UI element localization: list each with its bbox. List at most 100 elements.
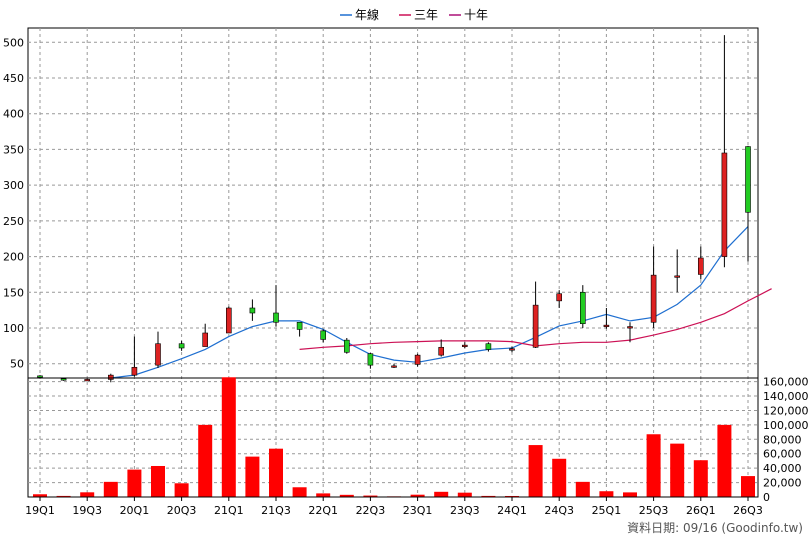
price-tick-label: 350 — [3, 143, 24, 156]
candle-body — [37, 375, 43, 378]
candle-21Q3 — [273, 285, 279, 327]
volume-bar-19Q1 — [33, 494, 47, 497]
volume-bar-24Q3 — [552, 458, 567, 497]
candle-22Q1 — [320, 329, 327, 343]
candle-body — [108, 374, 114, 380]
x-tick-label: 19Q1 — [25, 504, 55, 517]
volume-bar-26Q3 — [741, 476, 755, 497]
candle-body — [461, 344, 468, 347]
volume-bar-21Q2 — [245, 456, 260, 497]
price-plot-area — [27, 27, 759, 379]
legend-label-2: 三年 — [414, 8, 438, 22]
candle-body — [320, 330, 327, 340]
volume-tick-label: 20,000 — [763, 477, 802, 490]
candle-body — [721, 152, 728, 257]
candle-20Q4 — [202, 323, 208, 347]
price-tick-label: 400 — [3, 108, 24, 121]
volume-bar-20Q3 — [174, 483, 189, 497]
legend-label-3: 十年 — [464, 8, 488, 22]
volume-bar-19Q4 — [103, 481, 118, 497]
price-tick-label: 200 — [3, 251, 24, 264]
x-tick-label: 23Q1 — [403, 504, 433, 517]
volume-bar-23Q4 — [481, 495, 496, 497]
price-tick-label: 100 — [3, 322, 24, 335]
volume-bar-20Q4 — [198, 424, 213, 497]
candle-body — [532, 304, 539, 348]
candle-22Q3 — [367, 353, 374, 369]
data-date-footer: 資料日期: 09/16 (Goodinfo.tw) — [627, 521, 803, 535]
candle-23Q3 — [461, 342, 468, 348]
candle-body — [650, 274, 657, 323]
candle-25Q4 — [674, 249, 681, 293]
candle-23Q2 — [438, 339, 445, 357]
volume-bar-24Q2 — [528, 445, 543, 497]
candle-26Q1 — [697, 246, 704, 280]
candle-19Q1 — [37, 375, 43, 378]
volume-bar-19Q2 — [56, 495, 71, 497]
volume-bar-25Q3 — [646, 434, 661, 497]
volume-bar-21Q4 — [292, 487, 307, 497]
volume-tick-label: 140,000 — [763, 390, 808, 403]
volume-bar-22Q1 — [316, 493, 331, 497]
price-tick-label: 150 — [3, 286, 24, 299]
volume-bar-23Q1 — [410, 494, 425, 497]
price-tick-label: 450 — [3, 72, 24, 85]
candle-body — [674, 275, 681, 278]
candle-21Q2 — [249, 299, 256, 321]
candle-body — [226, 307, 232, 334]
volume-tick-label: 160,000 — [763, 376, 808, 389]
x-tick-label: 22Q3 — [356, 504, 386, 517]
volume-bar-22Q3 — [363, 495, 378, 497]
ma-line-1 — [110, 226, 749, 379]
x-tick-label: 21Q3 — [261, 504, 291, 517]
x-tick-label: 22Q1 — [308, 504, 338, 517]
candle-body — [414, 354, 421, 365]
candle-body — [556, 293, 563, 302]
candle-body — [249, 307, 256, 314]
volume-bar-24Q4 — [575, 481, 590, 497]
volume-bar-19Q3 — [80, 492, 95, 497]
volume-bar-21Q3 — [269, 448, 283, 497]
candle-body — [131, 366, 138, 376]
x-tick-label: 20Q3 — [167, 504, 197, 517]
candle-body — [579, 291, 586, 325]
candle-21Q1 — [226, 306, 232, 334]
candle-body — [627, 326, 633, 329]
candle-20Q3 — [178, 340, 185, 351]
candle-body — [178, 343, 185, 349]
volume-bar-22Q2 — [339, 494, 354, 497]
candle-body — [509, 348, 515, 351]
candle-24Q2 — [532, 281, 539, 348]
candle-26Q2 — [721, 35, 728, 268]
candle-body — [84, 379, 90, 382]
x-tick-label: 19Q3 — [72, 504, 102, 517]
x-axis: 19Q1 19Q3 20Q1 20Q3 21Q1 21Q3 22Q1 22Q3 23Q1 23Q3… — [25, 496, 763, 517]
x-tick-label: 26Q1 — [686, 504, 716, 517]
candle-24Q4 — [579, 285, 586, 328]
volume-tick-label: 80,000 — [763, 433, 802, 446]
x-tick-label: 23Q3 — [450, 504, 480, 517]
candle-25Q2 — [627, 322, 633, 343]
candle-body — [367, 353, 374, 366]
candle-20Q2 — [155, 331, 161, 368]
candle-body — [296, 321, 303, 330]
x-tick-label: 25Q3 — [639, 504, 669, 517]
candle-23Q1 — [414, 353, 421, 367]
volume-tick-label: 60,000 — [763, 448, 802, 461]
candle-body — [391, 365, 397, 368]
volume-bar-26Q1 — [693, 460, 708, 497]
volume-panel: 020,00040,00060,00080,000100,000120,0001… — [27, 376, 808, 504]
volume-tick-label: 120,000 — [763, 404, 808, 417]
candle-body — [273, 312, 279, 323]
candle-25Q1 — [603, 308, 610, 329]
volume-bar-25Q1 — [599, 491, 614, 497]
candle-body — [745, 146, 751, 213]
candle-body — [438, 346, 445, 356]
candle-25Q3 — [650, 246, 657, 328]
volume-bar-20Q1 — [127, 469, 142, 497]
volume-bar-23Q3 — [457, 492, 472, 497]
candle-body — [60, 378, 67, 381]
candle-22Q2 — [343, 338, 350, 354]
legend: 年線 三年 十年 — [340, 7, 488, 22]
